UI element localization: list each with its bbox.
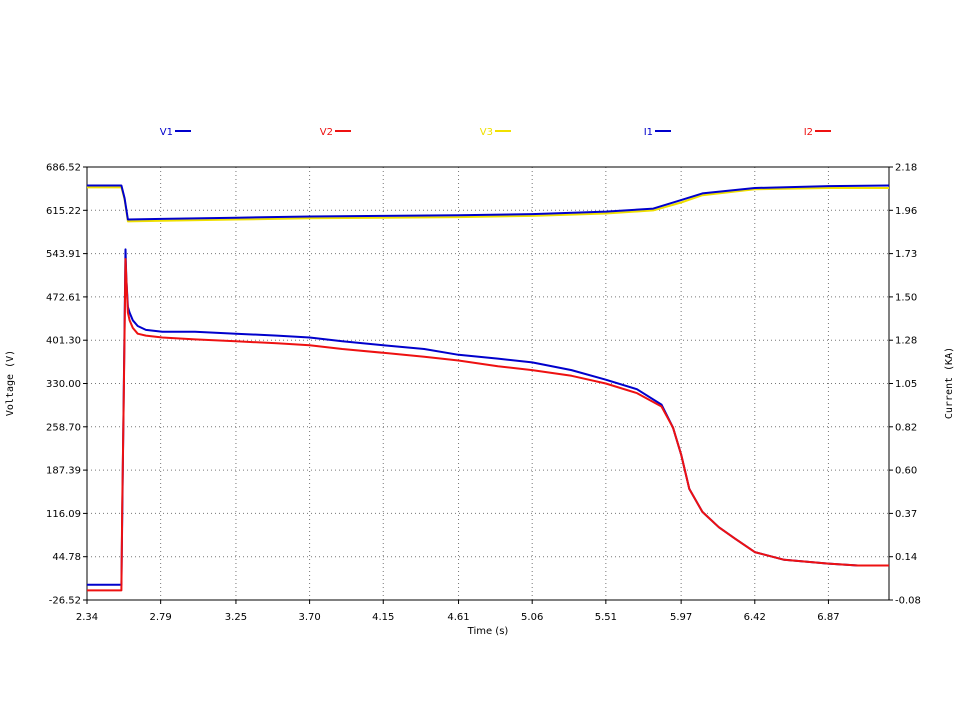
y-tick-label: -26.52: [49, 596, 81, 607]
y2-axis-label: Current (KA): [944, 347, 955, 419]
y-tick-label: 615.22: [46, 206, 81, 217]
series-line-i1: [87, 248, 889, 586]
x-tick-label: 2.79: [150, 612, 172, 623]
x-tick-label: 4.61: [447, 612, 469, 623]
legend-label-v2: V2: [320, 127, 333, 138]
y-axis-label: Voltage (V): [5, 350, 16, 416]
y2-tick-label: 1.05: [895, 379, 917, 390]
x-tick-label: 3.70: [298, 612, 320, 623]
legend: V1 V2 V3 I1 I2: [160, 127, 831, 138]
legend-label-i1: I1: [644, 127, 653, 138]
y-tick-label: 543.91: [46, 249, 81, 260]
series-line-i2: [87, 258, 889, 592]
y-tick-label: 44.78: [52, 552, 81, 563]
y2-tick-label: 1.50: [895, 292, 917, 303]
y2-tick-label: -0.08: [895, 596, 921, 607]
y2-tick-label: 0.14: [895, 552, 917, 563]
ticks: 686.52 2.18 615.22 1.96 543.91 1.73 472.61 1.50…: [46, 163, 921, 624]
y2-tick-label: 1.73: [895, 249, 917, 260]
series-line-v3: [87, 186, 889, 223]
series-layer: [87, 184, 890, 592]
legend-label-i2: I2: [804, 127, 813, 138]
x-axis-label: Time (s): [467, 626, 509, 637]
legend-label-v1: V1: [160, 127, 173, 138]
x-tick-label: 5.51: [595, 612, 617, 623]
x-tick-label: 5.06: [521, 612, 543, 623]
y-tick-label: 116.09: [46, 509, 81, 520]
y2-tick-label: 2.18: [895, 163, 917, 174]
x-tick-label: 5.97: [670, 612, 692, 623]
series-line-v1: [87, 184, 890, 221]
y2-tick-label: 0.37: [895, 509, 917, 520]
y2-tick-label: 1.28: [895, 336, 917, 347]
y2-tick-label: 0.60: [895, 466, 917, 477]
y2-tick-label: 0.82: [895, 422, 917, 433]
x-tick-label: 6.87: [817, 612, 839, 623]
y-tick-label: 187.39: [46, 466, 81, 477]
y-tick-label: 472.61: [46, 292, 81, 303]
y-tick-label: 401.30: [46, 336, 81, 347]
y-tick-label: 686.52: [46, 163, 81, 174]
y-tick-label: 258.70: [46, 422, 81, 433]
legend-label-v3: V3: [480, 127, 493, 138]
x-tick-label: 6.42: [744, 612, 766, 623]
x-tick-label: 2.34: [76, 612, 98, 623]
x-tick-label: 3.25: [225, 612, 247, 623]
grid: [87, 167, 889, 600]
y-tick-label: 330.00: [46, 379, 81, 390]
y2-tick-label: 1.96: [895, 206, 917, 217]
x-tick-label: 4.15: [372, 612, 394, 623]
